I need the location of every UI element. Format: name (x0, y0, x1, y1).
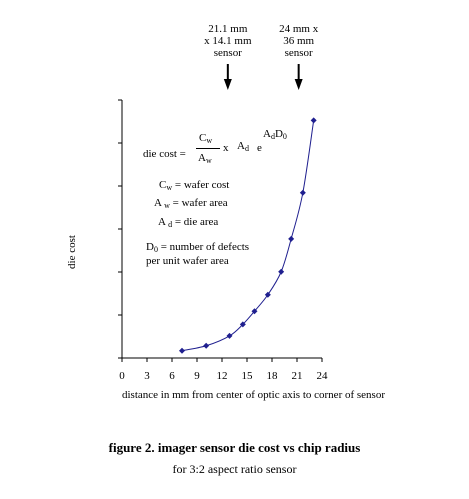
x-tick-label: 21 (292, 370, 303, 382)
x-tick-label: 24 (317, 370, 329, 382)
axes (121, 100, 322, 359)
data-point (179, 347, 185, 354)
data-point (299, 189, 306, 196)
arrow-head (294, 79, 303, 90)
x-tick-label: 12 (217, 370, 228, 382)
arrow-head (223, 79, 232, 90)
data-point (239, 321, 246, 328)
data-point (278, 268, 285, 275)
x-tick-label: 6 (169, 370, 175, 382)
ticks: 0 3 6 9 12 15 18 21 24 (118, 99, 329, 382)
formula-prefix: die cost = (143, 148, 186, 160)
data-point (288, 235, 295, 242)
legend-defects: D0 = number of defects (146, 241, 250, 254)
annotation-line: sensor (284, 47, 313, 59)
formula-exponent: AdD0 (263, 128, 287, 141)
x-tick-label: 0 (119, 370, 125, 382)
formula-denominator: Aw (198, 152, 212, 165)
legend-wafer-cost: Cw = wafer cost (159, 179, 230, 192)
chart-subtitle: for 3:2 aspect ratio sensor (172, 462, 297, 476)
data-point (264, 291, 271, 298)
x-axis-label: distance in mm from center of optic axis… (122, 389, 386, 401)
data-point (310, 117, 317, 124)
data-point (226, 332, 233, 339)
fraction-bar (196, 148, 220, 149)
chart-title: figure 2. imager sensor die cost vs chip… (108, 440, 361, 455)
y-axis-label: die cost (66, 235, 78, 269)
formula-numerator: Cw (199, 132, 213, 145)
annotation-large-sensor: 24 mm x 36 mm sensor (239, 23, 359, 59)
x-tick-label: 15 (242, 370, 254, 382)
formula-exp-base: e (257, 142, 262, 154)
legend-wafer-area: A w = wafer area (154, 197, 228, 210)
x-tick-label: 18 (267, 370, 279, 382)
data-point (251, 308, 258, 315)
annotation-arrows (223, 64, 303, 90)
annotation-line: sensor (213, 47, 242, 59)
legend-die-area: A d = die area (158, 216, 219, 229)
annotation-line: 21.1 mm (208, 23, 248, 35)
annotation-line: x 14.1 mm (204, 35, 252, 47)
formula-times: x (223, 142, 229, 154)
series-line (181, 120, 315, 352)
x-tick-label: 9 (194, 370, 200, 382)
legend-defects-2: per unit wafer area (146, 255, 229, 267)
annotation-small-sensor: 21.1 mm x 14.1 mm sensor (168, 23, 288, 59)
series (179, 117, 317, 354)
data-point (203, 342, 210, 349)
annotation-line: 36 mm (283, 35, 315, 47)
annotation-line: 24 mm x (279, 23, 319, 35)
formula-die-area: Ad (237, 140, 249, 153)
x-tick-label: 3 (144, 370, 150, 382)
